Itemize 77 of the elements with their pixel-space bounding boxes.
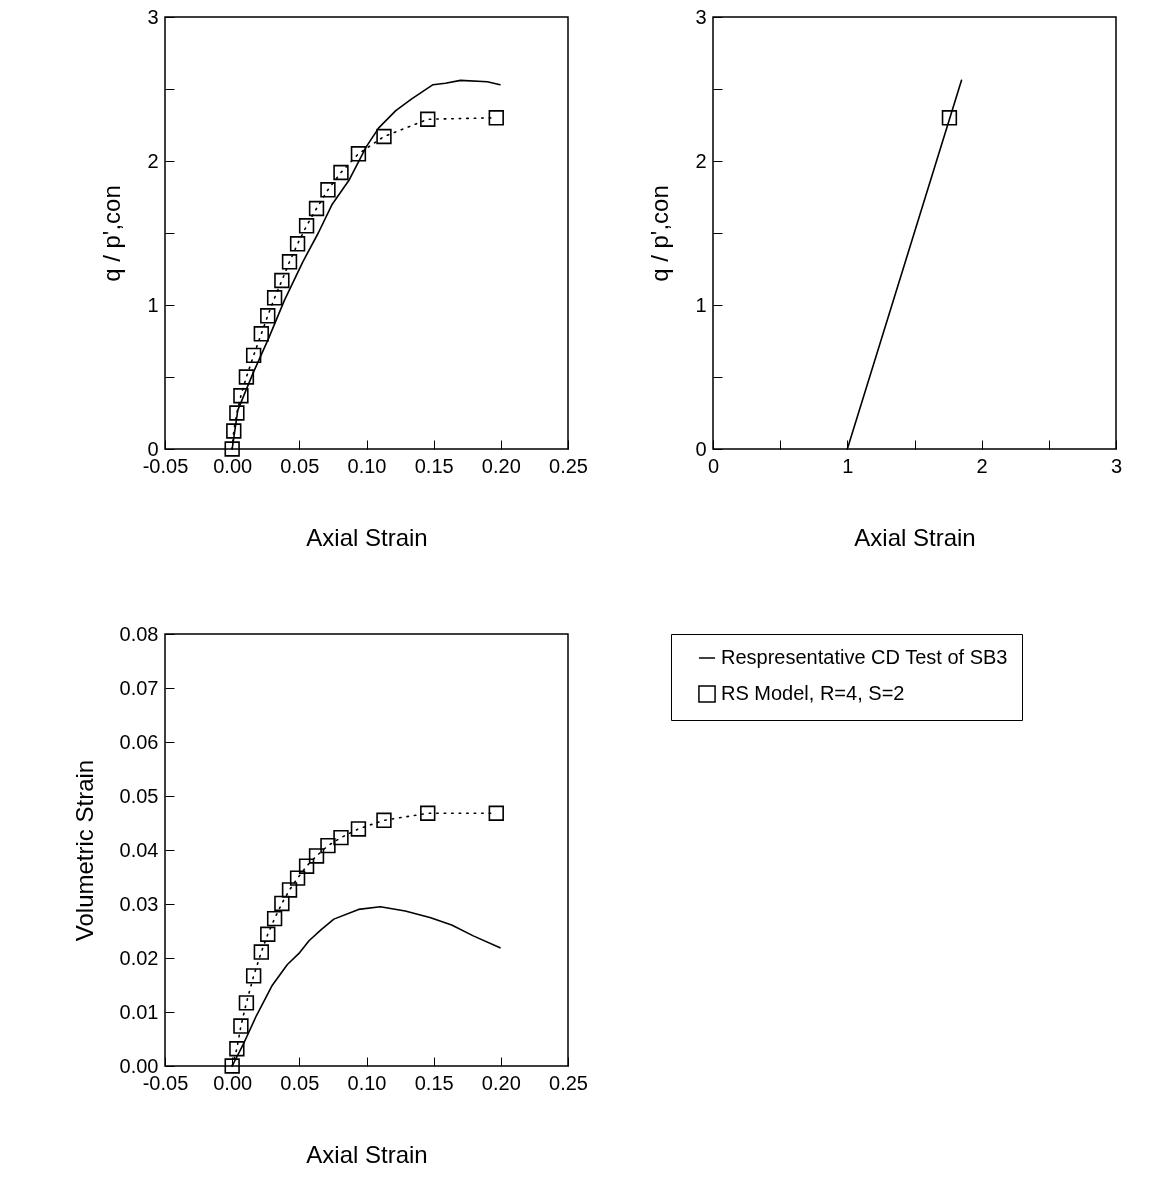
y-tick-label: 0.00	[119, 1054, 159, 1077]
point	[245, 968, 262, 984]
x-tick-label: 0.20	[481, 1071, 521, 1094]
x-tick-label: 0.00	[213, 1071, 253, 1094]
point	[320, 182, 336, 198]
y-tick-label: 1	[695, 293, 707, 316]
point	[260, 308, 276, 324]
point	[233, 1018, 249, 1034]
point	[238, 995, 255, 1011]
point	[488, 805, 504, 821]
y-tick-label: 0.03	[119, 892, 159, 915]
x-tick-label: 0.10	[347, 454, 387, 477]
y-tick-label: 0.07	[119, 676, 159, 699]
point	[229, 1041, 245, 1057]
point	[333, 164, 349, 181]
y-tick-label: 0	[695, 437, 707, 460]
point	[253, 944, 270, 960]
y-tick-label: 0.04	[119, 838, 159, 861]
x-axis-title: Axial Strain	[306, 1140, 428, 1168]
x-tick-label: 0.15	[414, 454, 454, 477]
point	[333, 829, 349, 846]
point	[376, 812, 392, 828]
x-tick-label: 0.25	[549, 1071, 588, 1094]
point	[289, 870, 306, 886]
y-tick-label: 0.08	[119, 622, 159, 645]
point	[226, 423, 242, 439]
x-tick-label: 1	[842, 454, 854, 477]
point	[253, 326, 270, 342]
legend-label: Respresentative CD Test of SB3	[721, 646, 1008, 668]
point	[245, 347, 262, 364]
point	[281, 254, 298, 270]
x-tick-label: 0.05	[280, 454, 320, 477]
x-axis-title: Axial Strain	[306, 523, 428, 551]
point	[260, 926, 276, 942]
y-axis-title: Volumetric Strain	[70, 759, 98, 942]
point	[350, 821, 367, 837]
y-axis-title: q / p',con	[98, 185, 126, 282]
y-tick-label: 0.06	[119, 730, 159, 753]
y-tick-label: 3	[147, 5, 159, 28]
point	[233, 388, 249, 404]
y-tick-label: 0.02	[119, 946, 159, 969]
x-tick-label: 0.25	[549, 454, 588, 477]
point	[420, 805, 436, 821]
point	[308, 848, 325, 864]
x-tick-label: 2	[976, 454, 988, 477]
y-tick-label: 2	[695, 149, 707, 172]
x-axis-title: Axial Strain	[854, 523, 976, 551]
point	[308, 200, 325, 217]
x-tick-label: 0.00	[213, 454, 253, 477]
x-tick-label: 0.15	[414, 1071, 454, 1094]
point	[350, 146, 367, 162]
point	[266, 290, 283, 306]
x-tick-label: 0.20	[481, 454, 521, 477]
x-tick-label: 0.10	[347, 1071, 387, 1094]
point	[229, 405, 245, 421]
point	[488, 110, 504, 126]
y-axis-title: q / p',con	[646, 185, 674, 282]
y-tick-label: 0.05	[119, 784, 159, 807]
point	[266, 910, 283, 927]
point	[289, 236, 306, 252]
point	[376, 128, 392, 145]
x-tick-label: 3	[1110, 454, 1123, 477]
point	[281, 882, 298, 898]
point	[298, 218, 315, 234]
point	[274, 895, 290, 912]
point	[274, 272, 290, 289]
y-tick-label: 0	[147, 437, 159, 460]
y-tick-label: 3	[695, 5, 707, 28]
y-tick-label: 1	[147, 293, 159, 316]
legend-label: RS Model, R=4, S=2	[721, 682, 905, 704]
y-tick-label: 2	[147, 149, 159, 172]
x-tick-label: 0.05	[280, 1071, 320, 1094]
point	[238, 369, 255, 385]
point	[420, 111, 436, 127]
point	[298, 858, 315, 874]
point	[320, 837, 336, 854]
y-tick-label: 0.01	[119, 1000, 159, 1023]
